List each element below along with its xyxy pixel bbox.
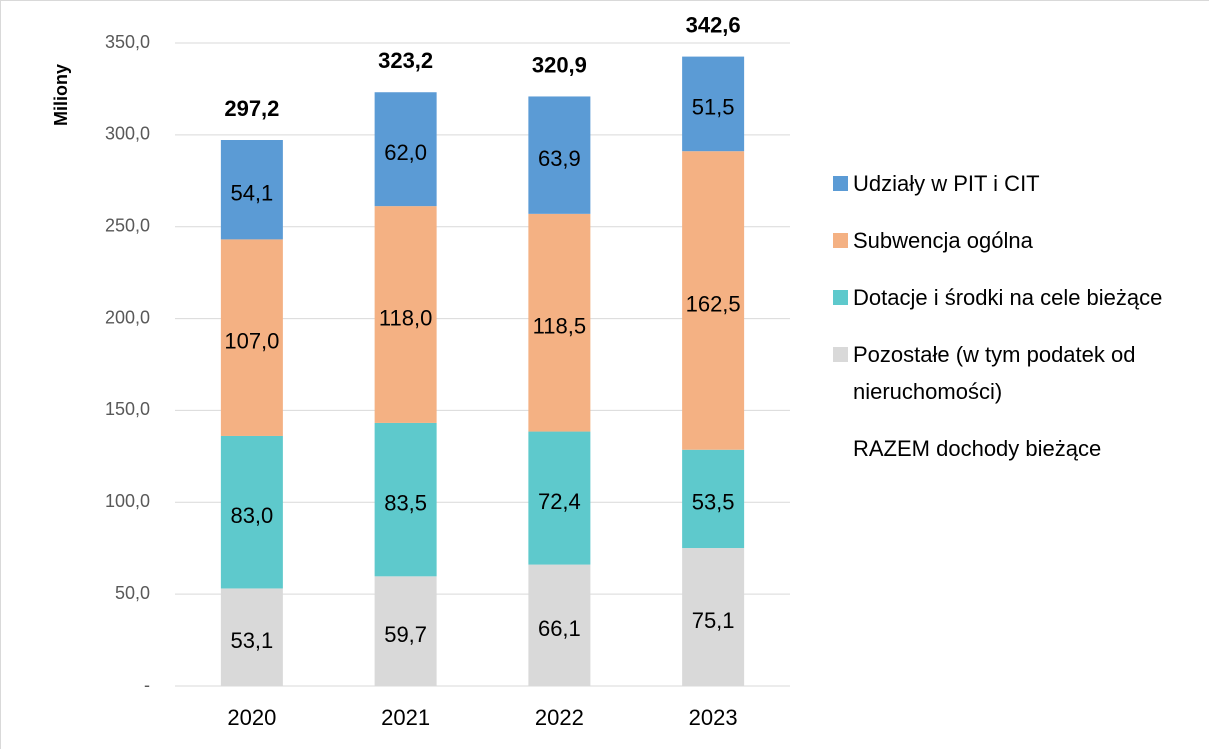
bar-segment	[682, 151, 745, 450]
total-label: 323,2	[378, 48, 433, 73]
total-label: 342,6	[686, 12, 741, 37]
data-label: 83,0	[230, 503, 273, 528]
data-label: 83,5	[384, 490, 427, 515]
x-tick-label: 2022	[535, 705, 584, 730]
legend-entry: RAZEM dochody bieżące	[833, 430, 1193, 467]
y-tick-label: 50,0	[115, 583, 150, 603]
legend-swatch	[833, 290, 848, 305]
legend-swatch	[833, 347, 848, 362]
legend-label: Udziały w PIT i CIT	[853, 171, 1040, 196]
total-label: 320,9	[532, 52, 587, 77]
data-label: 54,1	[230, 181, 273, 206]
bar-segment	[374, 206, 437, 423]
data-label: 118,0	[379, 305, 432, 330]
legend-swatch	[833, 233, 848, 248]
data-label: 53,5	[692, 490, 735, 515]
bar-segment	[374, 576, 437, 686]
total-label: 297,2	[224, 96, 279, 121]
bar-segment	[528, 564, 591, 686]
data-label: 75,1	[692, 608, 735, 633]
bar-segment	[374, 422, 437, 577]
legend-label: RAZEM dochody bieżące	[853, 436, 1102, 461]
y-tick-label: -	[144, 675, 150, 695]
bar-segment	[220, 140, 283, 240]
legend-entry: Dotacje i środki na cele bieżące	[833, 279, 1193, 316]
y-tick-label: 300,0	[105, 124, 150, 144]
data-label: 53,1	[230, 628, 273, 653]
legend-entry: Subwencja ogólna	[833, 222, 1193, 259]
x-tick-label: 2021	[381, 705, 430, 730]
bar-segment	[220, 588, 283, 686]
y-axis-label: Miliony	[51, 64, 71, 126]
x-tick-label: 2023	[689, 705, 738, 730]
y-tick-label: 100,0	[105, 491, 150, 511]
data-label: 107,0	[224, 328, 279, 353]
legend-swatch	[833, 176, 848, 191]
legend: Udziały w PIT i CIT Subwencja ogólna Dotac…	[833, 165, 1193, 487]
legend-entry: Pozostałe (w tym podatek od nieruchomośc…	[833, 336, 1193, 410]
bar-segment	[528, 431, 591, 565]
bar-segment	[220, 435, 283, 589]
data-label: 118,5	[533, 314, 586, 339]
legend-entry: Udziały w PIT i CIT	[833, 165, 1193, 202]
y-tick-label: 250,0	[105, 215, 150, 235]
legend-label: Dotacje i środki na cele bieżące	[853, 285, 1163, 310]
data-label: 63,9	[538, 146, 581, 171]
bar-segment	[682, 548, 745, 686]
bar-segment	[374, 92, 437, 207]
data-label: 72,4	[538, 489, 581, 514]
data-label: 51,5	[692, 95, 735, 120]
data-label: 162,5	[686, 291, 741, 316]
y-tick-label: 200,0	[105, 307, 150, 327]
y-tick-label: 150,0	[105, 399, 150, 419]
bar-segment	[528, 213, 591, 432]
legend-label: Pozostałe (w tym podatek od nieruchomośc…	[853, 342, 1136, 404]
data-label: 62,0	[384, 140, 427, 165]
bar-segment	[220, 239, 283, 436]
data-label: 66,1	[538, 616, 581, 641]
legend-label: Subwencja ogólna	[853, 228, 1033, 253]
y-tick-label: 350,0	[105, 32, 150, 52]
x-tick-label: 2020	[227, 705, 276, 730]
bar-segment	[682, 56, 745, 152]
bar-segment	[682, 449, 745, 549]
bar-segment	[528, 96, 591, 214]
data-label: 59,7	[384, 622, 427, 647]
